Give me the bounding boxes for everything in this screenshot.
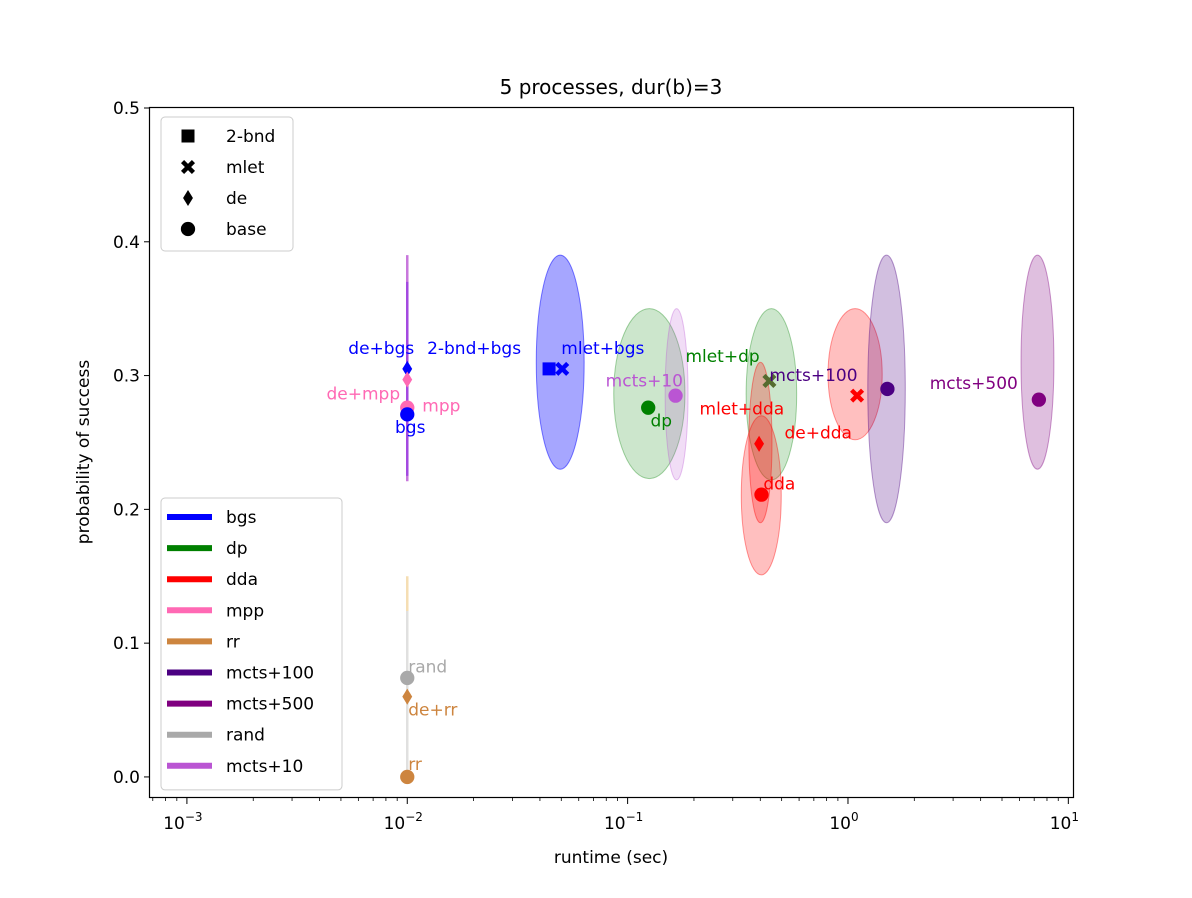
spread-ellipse <box>827 308 883 441</box>
y-tick-label: 0.3 <box>113 367 140 387</box>
x-tick-label: 10−3 <box>163 810 202 834</box>
data-point <box>850 388 865 403</box>
x-tick-label: 101 <box>1050 810 1079 834</box>
data-point <box>754 487 769 502</box>
data-point <box>668 388 683 403</box>
legend-label: dda <box>226 570 258 590</box>
point-annotation: de+mpp <box>326 385 400 405</box>
data-point <box>400 769 415 785</box>
point-annotation: de+dda <box>784 423 852 443</box>
y-axis-label: probability of success <box>74 360 94 545</box>
point-annotation: de+bgs <box>348 339 414 359</box>
legend-label: mcts+10 <box>226 757 303 777</box>
legend-label: rand <box>226 726 265 746</box>
point-annotation: mcts+100 <box>769 366 857 386</box>
data-point <box>1031 392 1047 407</box>
point-annotation: mlet+bgs <box>561 339 644 359</box>
legend-label: dp <box>226 539 248 559</box>
data-point <box>400 407 415 422</box>
point-annotation: rr <box>408 755 422 775</box>
point-annotation: mcts+10 <box>606 371 683 391</box>
legend-marker-square <box>181 129 195 143</box>
chart-title: 5 processes, dur(b)=3 <box>500 75 723 99</box>
legend-marker-diamond <box>183 189 193 207</box>
data-point <box>555 361 570 376</box>
legend-label: mcts+500 <box>226 695 314 715</box>
data-point <box>402 360 413 377</box>
point-annotation: de+rr <box>408 700 457 720</box>
marker-legend <box>160 116 294 252</box>
legend-label: base <box>226 220 267 240</box>
data-point <box>762 373 777 388</box>
spread-ellipse <box>1020 254 1055 470</box>
legend-label: 2-bnd <box>226 127 275 147</box>
point-annotation: rand <box>408 658 447 678</box>
point-annotation: 2-bnd+bgs <box>427 339 521 359</box>
spread-ellipse <box>613 308 686 480</box>
plot-frame <box>148 106 1075 799</box>
point-annotation: mcts+500 <box>930 374 1018 394</box>
spread-ellipse <box>535 254 585 470</box>
legend-marker-x <box>180 159 196 175</box>
legend-label: bgs <box>226 508 257 528</box>
x-tick-label: 100 <box>829 810 858 834</box>
data-point <box>400 670 415 686</box>
data-point <box>542 362 556 376</box>
axes: 0.0 0.1 0.2 0.3 0.4 0.5 10−3 10−2 10−1 100 101 <box>113 99 1079 834</box>
legends: 2-bnd mlet de base bgs dp dda mpp rr mcts+100 mcts… <box>160 116 343 791</box>
point-annotation: mlet+dp <box>685 347 759 367</box>
data-point <box>402 371 413 388</box>
y-tick-label: 0.2 <box>113 500 140 520</box>
y-tick-label: 0.0 <box>113 768 140 788</box>
legend-marker-circle <box>180 221 196 237</box>
y-tick-label: 0.1 <box>113 634 140 654</box>
point-annotation: dda <box>763 474 795 494</box>
point-annotation: mlet+dda <box>700 399 785 419</box>
x-tick-label: 10−2 <box>384 810 423 834</box>
data-point <box>880 381 895 397</box>
legend-label: mpp <box>226 601 264 621</box>
point-annotation: mpp <box>422 397 460 417</box>
y-tick-label: 0.4 <box>113 233 140 253</box>
legend-label: mlet <box>226 158 265 178</box>
point-annotation: bgs <box>395 418 426 438</box>
legend-label: rr <box>226 632 240 652</box>
data-point <box>402 688 413 705</box>
y-tick-label: 0.5 <box>113 99 140 119</box>
data-point <box>754 435 765 452</box>
legend-label: mcts+100 <box>226 664 314 684</box>
color-legend <box>160 497 343 791</box>
point-annotation: dp <box>650 411 672 431</box>
data-point <box>641 400 656 415</box>
legend-label: de <box>226 189 247 209</box>
x-tick-label: 10−1 <box>604 810 643 834</box>
x-axis-label: runtime (sec) <box>554 848 668 868</box>
